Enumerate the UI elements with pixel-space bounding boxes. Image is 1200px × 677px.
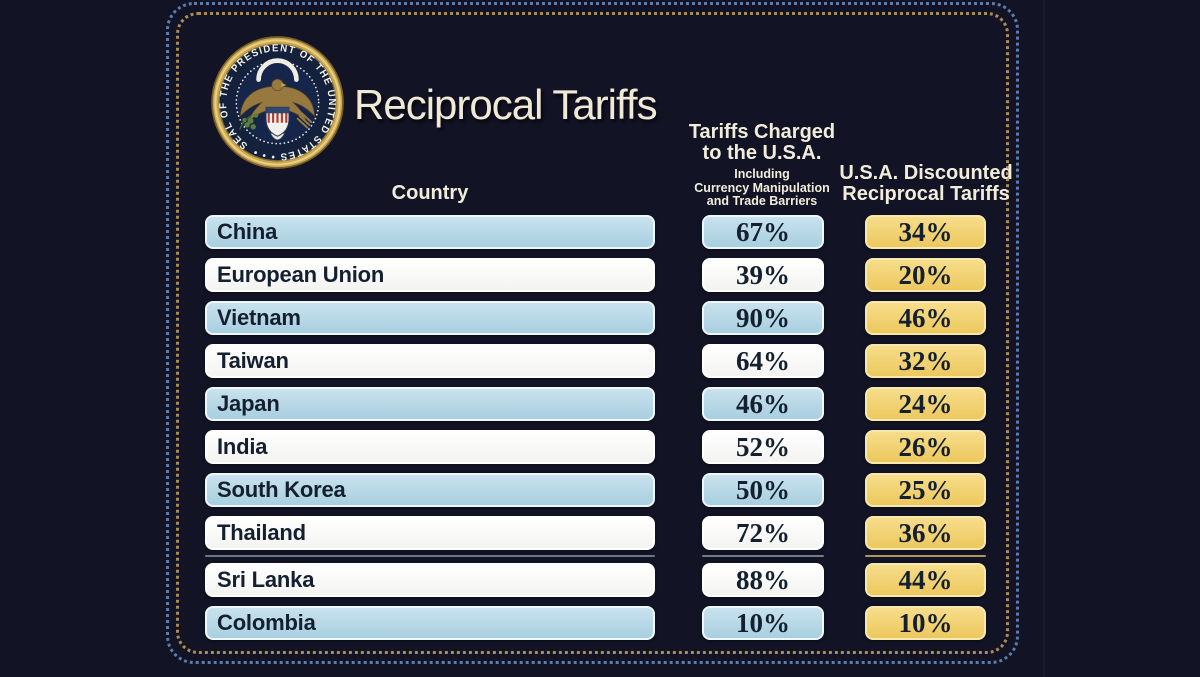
country-cell-label: India	[217, 434, 268, 459]
column-header-charged: Tariffs Charged to the U.S.A. Including …	[652, 122, 872, 209]
discounted-tariff-cell-label: 44%	[898, 564, 953, 595]
table-row: Taiwan 64% 32%	[0, 344, 1200, 378]
country-cell-label: Thailand	[217, 520, 306, 545]
image-seam-country	[205, 555, 655, 557]
table-row: China 67% 34%	[0, 215, 1200, 249]
country-cell-label: South Korea	[217, 477, 346, 502]
country-cell: Taiwan	[205, 344, 655, 378]
country-cell: Japan	[205, 387, 655, 421]
charged-tariff-cell-label: 10%	[736, 607, 790, 638]
discounted-tariff-cell-label: 34%	[898, 216, 953, 247]
discounted-tariff-cell-label: 36%	[898, 517, 953, 548]
charged-tariff-cell-label: 46%	[736, 388, 790, 419]
tariff-table: China 67% 34% European Union 39% 20% Vietnam 90…	[0, 215, 1200, 649]
country-cell-label: Japan	[217, 391, 280, 416]
discounted-tariff-cell-label: 26%	[898, 431, 953, 462]
charged-tariff-cell: 50%	[702, 473, 824, 507]
charged-tariff-cell: 39%	[702, 258, 824, 292]
table-row: Sri Lanka 88% 44%	[0, 563, 1200, 597]
country-cell-label: European Union	[217, 262, 385, 287]
country-cell-label: Taiwan	[217, 348, 289, 373]
table-row: Vietnam 90% 46%	[0, 301, 1200, 335]
country-cell: Sri Lanka	[205, 563, 655, 597]
table-row: Colombia 10% 10%	[0, 606, 1200, 640]
discounted-tariff-cell: 26%	[865, 430, 986, 464]
image-seam-charged	[702, 555, 824, 557]
discounted-tariff-cell-label: 25%	[898, 474, 953, 505]
image-seam-discounted	[865, 555, 986, 557]
discounted-tariff-cell: 32%	[865, 344, 986, 378]
discounted-tariff-cell-label: 10%	[898, 607, 953, 638]
discounted-header-line1: U.S.A. Discounted	[839, 162, 1013, 184]
charged-tariff-cell-label: 50%	[736, 474, 790, 505]
discounted-tariff-cell: 25%	[865, 473, 986, 507]
charged-tariff-cell: 67%	[702, 215, 824, 249]
charged-tariff-cell-label: 64%	[736, 345, 790, 376]
charged-tariff-cell-label: 88%	[736, 564, 790, 595]
discounted-header-line2: Reciprocal Tariffs	[842, 183, 1010, 205]
discounted-tariff-cell: 44%	[865, 563, 986, 597]
discounted-tariff-cell: 20%	[865, 258, 986, 292]
charged-tariff-cell-label: 67%	[736, 216, 790, 247]
table-row: India 52% 26%	[0, 430, 1200, 464]
charged-tariff-cell-label: 72%	[736, 517, 790, 548]
country-cell-label: Sri Lanka	[217, 567, 315, 592]
country-cell-label: China	[217, 219, 278, 244]
country-cell-label: Colombia	[217, 610, 316, 635]
country-cell-label: Vietnam	[217, 305, 301, 330]
background-seam	[1043, 0, 1045, 677]
country-cell: India	[205, 430, 655, 464]
charged-header-line2: to the U.S.A.	[702, 142, 822, 164]
discounted-tariff-cell-label: 32%	[898, 345, 953, 376]
country-cell: China	[205, 215, 655, 249]
charged-tariff-cell: 64%	[702, 344, 824, 378]
discounted-tariff-cell: 24%	[865, 387, 986, 421]
charged-tariff-cell-label: 39%	[736, 259, 790, 290]
country-cell: South Korea	[205, 473, 655, 507]
discounted-tariff-cell: 36%	[865, 516, 986, 550]
discounted-tariff-cell-label: 24%	[898, 388, 953, 419]
charged-tariff-cell: 88%	[702, 563, 824, 597]
presidential-seal-icon: SEAL OF THE PRESIDENT OF THE UNITED STAT…	[211, 36, 344, 169]
table-row: European Union 39% 20%	[0, 258, 1200, 292]
table-row: Thailand 72% 36%	[0, 516, 1200, 550]
charged-tariff-cell-label: 90%	[736, 302, 790, 333]
charged-header-sub3: and Trade Barriers	[706, 194, 818, 208]
charged-tariff-cell: 52%	[702, 430, 824, 464]
outer-dotted-border	[166, 2, 1019, 664]
page-title: Reciprocal Tariffs	[354, 81, 658, 128]
discounted-tariff-cell-label: 46%	[898, 302, 953, 333]
country-cell: Colombia	[205, 606, 655, 640]
charged-tariff-cell: 46%	[702, 387, 824, 421]
column-header-country: Country	[391, 182, 469, 204]
column-header-discounted: U.S.A. Discounted Reciprocal Tariffs	[816, 163, 1036, 205]
charged-tariff-cell: 10%	[702, 606, 824, 640]
table-row: South Korea 50% 25%	[0, 473, 1200, 507]
discounted-tariff-cell-label: 20%	[898, 259, 953, 290]
charged-header-sub2: Currency Manipulation	[694, 180, 830, 195]
charged-tariff-cell: 90%	[702, 301, 824, 335]
country-cell: Thailand	[205, 516, 655, 550]
table-row: Japan 46% 24%	[0, 387, 1200, 421]
eagle-icon	[239, 58, 316, 140]
charged-header-line1: Tariffs Charged	[688, 121, 836, 143]
charged-tariff-cell-label: 52%	[736, 431, 790, 462]
charged-tariff-cell: 72%	[702, 516, 824, 550]
country-cell: Vietnam	[205, 301, 655, 335]
country-cell: European Union	[205, 258, 655, 292]
inner-dotted-border	[176, 12, 1009, 654]
discounted-tariff-cell: 46%	[865, 301, 986, 335]
discounted-tariff-cell: 10%	[865, 606, 986, 640]
discounted-tariff-cell: 34%	[865, 215, 986, 249]
charged-header-sub1: Including	[734, 167, 790, 181]
